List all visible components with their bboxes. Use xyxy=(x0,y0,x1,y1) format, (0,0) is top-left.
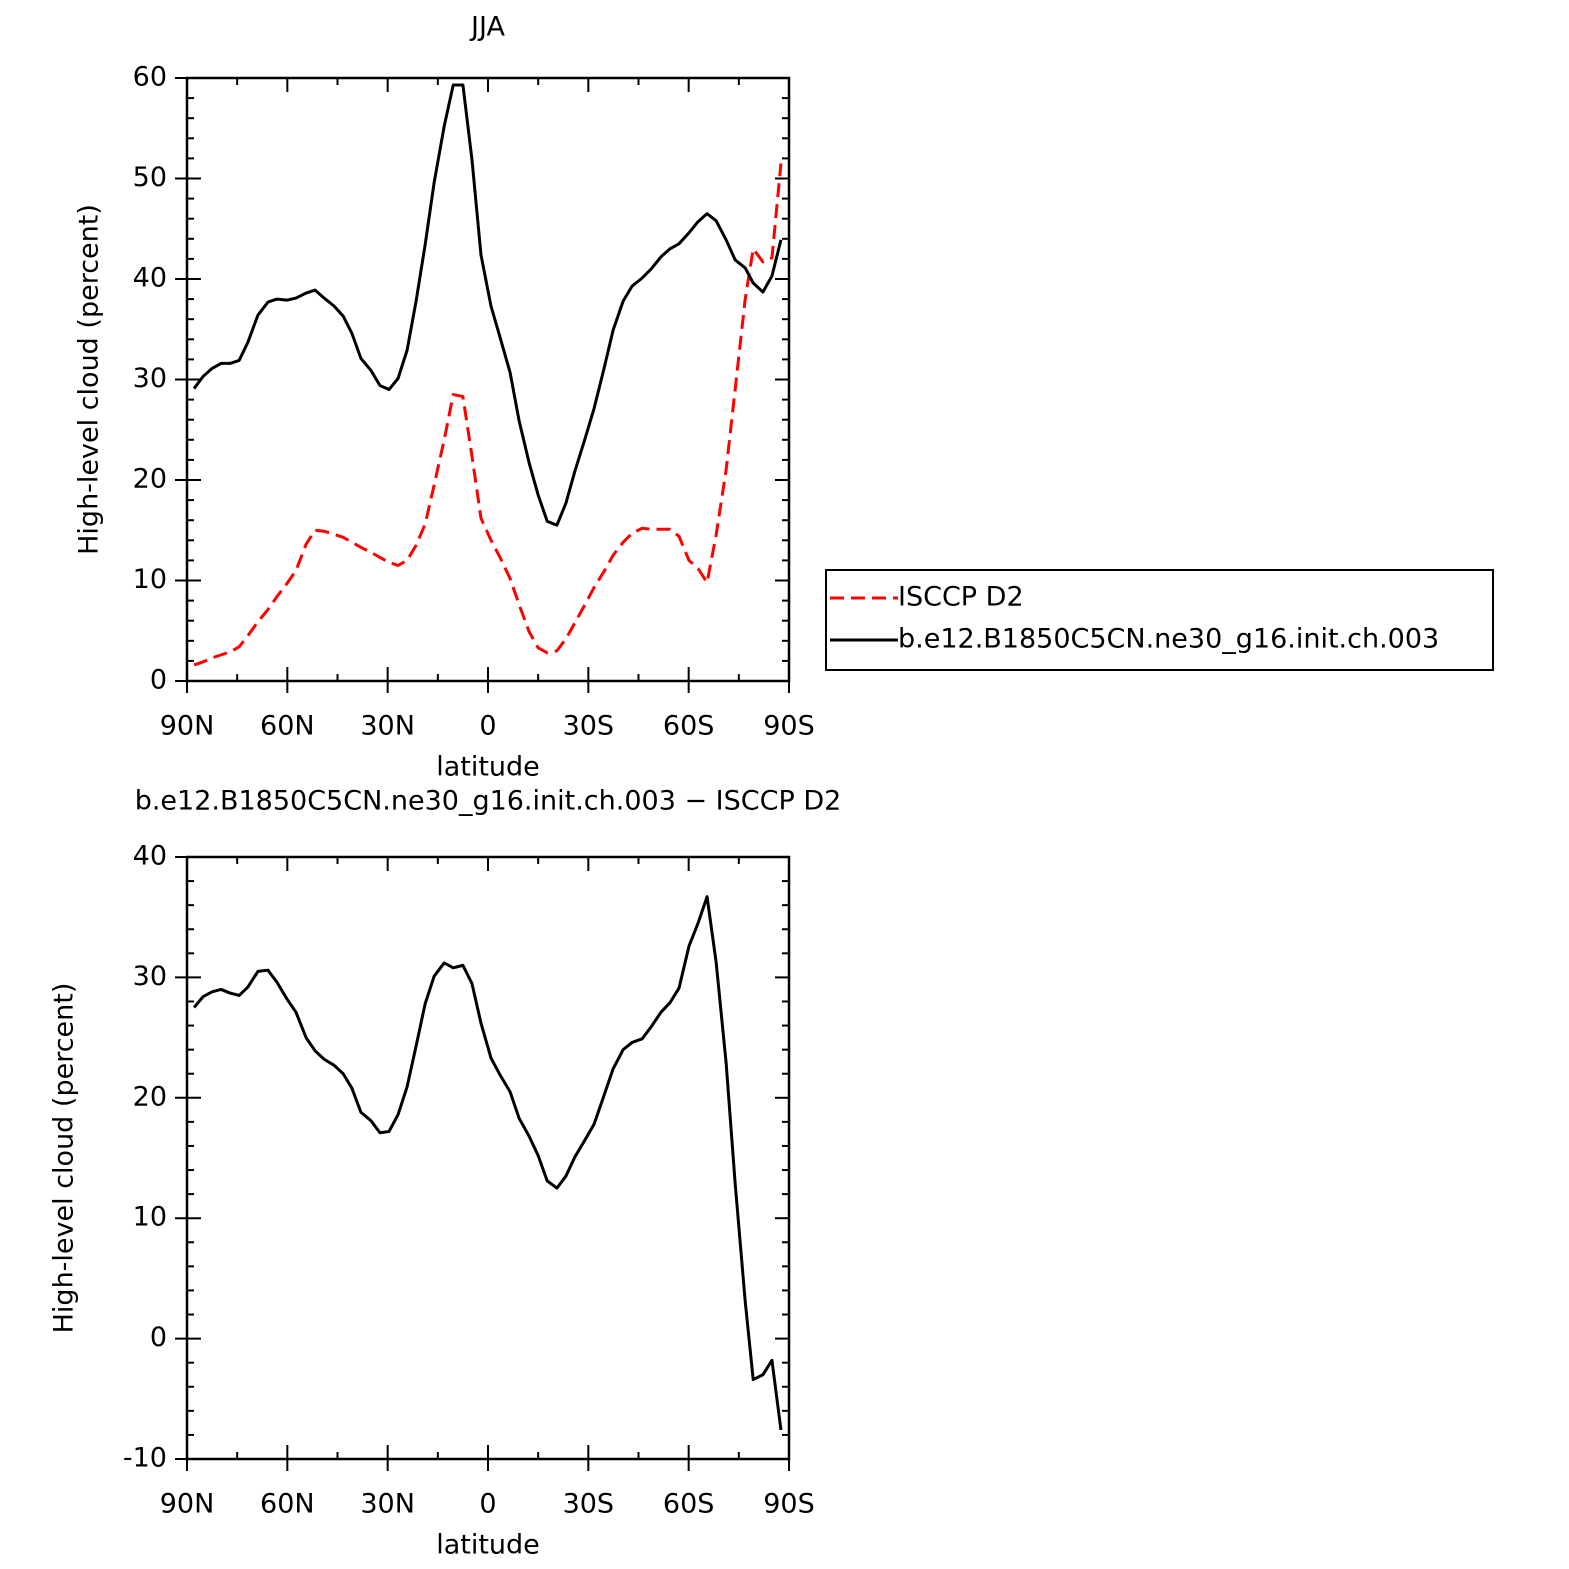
y-tick-label: 10 xyxy=(133,564,167,595)
x-tick-label: 90N xyxy=(160,1489,215,1520)
y-tick-label: 30 xyxy=(133,961,167,992)
plot-frame xyxy=(185,855,791,1461)
x-tick-label: 90S xyxy=(763,1489,815,1520)
plot-frame xyxy=(185,76,791,683)
y-tick-label: 30 xyxy=(133,363,167,394)
chart-title: JJA xyxy=(469,12,505,43)
x-tick-label: 60N xyxy=(260,711,315,742)
x-tick-label: 30N xyxy=(360,711,415,742)
x-tick-label: 30S xyxy=(563,1489,615,1520)
x-tick-label: 90N xyxy=(160,711,215,742)
x-axis-label: latitude xyxy=(436,752,540,783)
y-axis-label: High-level cloud (percent) xyxy=(49,983,80,1334)
y-axis-label: High-level cloud (percent) xyxy=(74,204,105,555)
x-tick-label: 30N xyxy=(360,1489,415,1520)
x-tick-label: 30S xyxy=(563,711,615,742)
legend-box xyxy=(825,569,1494,671)
y-tick-label: 20 xyxy=(133,464,167,495)
y-tick-label: 0 xyxy=(150,665,167,696)
y-tick-label: 20 xyxy=(133,1081,167,1112)
y-tick-label: -10 xyxy=(123,1443,167,1474)
x-tick-label: 60N xyxy=(260,1489,315,1520)
y-tick-label: 10 xyxy=(133,1202,167,1233)
chart-title: b.e12.B1850C5CN.ne30_g16.init.ch.003 − I… xyxy=(135,786,842,817)
x-tick-label: 0 xyxy=(479,1489,496,1520)
series-line xyxy=(192,895,783,1431)
y-tick-label: 60 xyxy=(133,62,167,93)
y-tick-label: 50 xyxy=(133,162,167,193)
x-tick-label: 60S xyxy=(663,711,715,742)
y-tick-label: 0 xyxy=(150,1322,167,1353)
legend-label: ISCCP D2 xyxy=(898,582,1024,613)
x-tick-label: 90S xyxy=(763,711,815,742)
legend-label: b.e12.B1850C5CN.ne30_g16.init.ch.003 xyxy=(898,624,1439,655)
series-line xyxy=(193,163,783,667)
y-tick-label: 40 xyxy=(133,841,167,872)
y-tick-label: 40 xyxy=(133,263,167,294)
series-line xyxy=(192,83,783,527)
x-tick-label: 60S xyxy=(663,1489,715,1520)
x-tick-label: 0 xyxy=(479,711,496,742)
x-axis-label: latitude xyxy=(436,1530,540,1561)
